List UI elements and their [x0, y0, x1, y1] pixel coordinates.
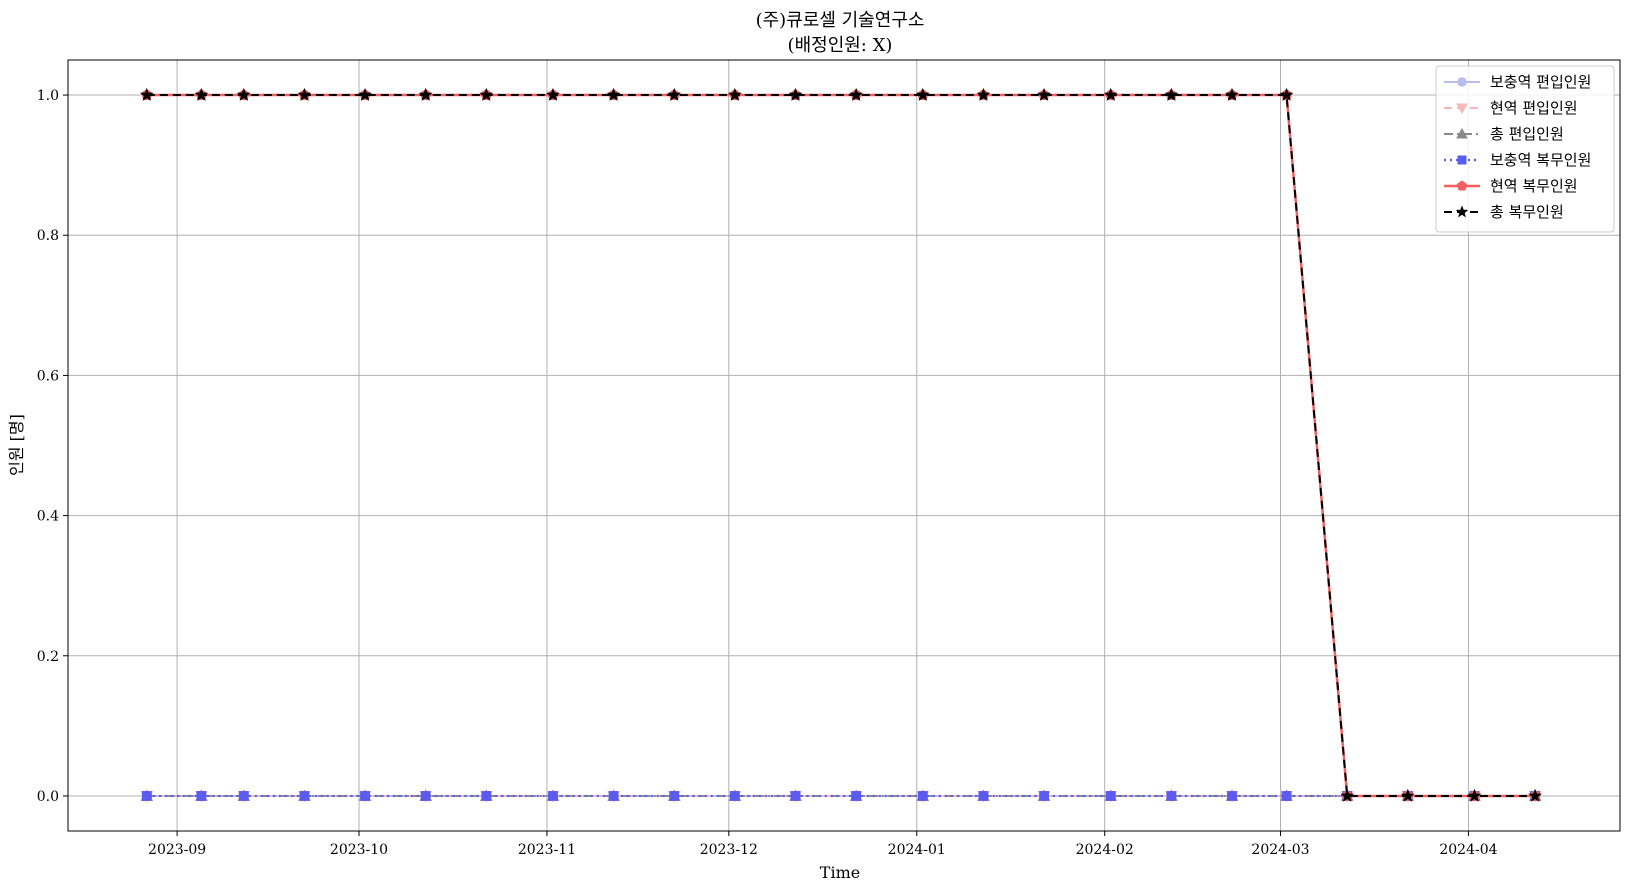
legend-label: 총 편입인원	[1490, 125, 1564, 143]
data-point	[297, 87, 312, 101]
data-point	[915, 87, 930, 101]
data-point	[1105, 791, 1116, 801]
data-point	[1400, 788, 1415, 802]
chart-subtitle: (배정인원: X)	[788, 35, 893, 56]
data-point	[548, 791, 558, 801]
legend-label: 현역 복무인원	[1490, 177, 1578, 195]
y-tick-label: 0.4	[37, 509, 59, 525]
x-axis-ticks: 2023-09 2023-10 2023-11 2023-12 2024-01 2024-…	[148, 831, 1498, 858]
chart-title: (주)큐로셀 기술연구소	[756, 10, 925, 31]
data-point	[669, 791, 680, 801]
data-point	[788, 87, 803, 101]
series-5	[140, 88, 1541, 801]
legend-marker	[1457, 155, 1467, 165]
data-point	[667, 87, 682, 101]
y-tick-label: 0.6	[37, 368, 59, 384]
data-point	[1467, 788, 1482, 802]
data-point	[1279, 87, 1294, 101]
legend-box	[1435, 65, 1615, 233]
y-tick-label: 0.8	[37, 228, 59, 244]
data-point	[1227, 791, 1237, 801]
data-point	[238, 791, 249, 801]
y-tick-label: 0.0	[37, 789, 59, 805]
legend-label: 보충역 편입인원	[1490, 73, 1591, 91]
y-axis-ticks: 0.0 0.2 0.4 0.6 0.8 1.0	[37, 88, 68, 805]
data-point	[358, 87, 372, 101]
legend-item: 총 복무인원	[1444, 203, 1564, 221]
x-tick-label: 2023-09	[148, 842, 206, 858]
legend-item: 현역 편입인원	[1444, 99, 1578, 117]
legend-marker	[1456, 180, 1468, 191]
data-point	[790, 791, 801, 801]
legend-marker	[1456, 127, 1468, 139]
series-6	[139, 87, 1542, 802]
data-point	[481, 791, 492, 801]
series-layer	[139, 87, 1542, 803]
data-point	[479, 87, 494, 101]
data-point	[917, 791, 928, 801]
data-point	[546, 87, 560, 101]
y-tick-label: 0.2	[37, 649, 59, 665]
data-point	[1281, 791, 1292, 801]
data-point	[1037, 87, 1051, 101]
data-point	[1528, 788, 1542, 802]
data-point	[1340, 788, 1355, 802]
data-point	[236, 87, 251, 101]
legend-label: 총 복무인원	[1490, 203, 1564, 221]
x-tick-label: 2024-03	[1251, 842, 1309, 858]
data-point	[849, 87, 863, 101]
data-point	[418, 87, 433, 101]
data-point	[729, 791, 740, 801]
data-point	[420, 791, 431, 801]
grid	[68, 60, 1620, 831]
data-point	[851, 791, 862, 801]
legend-item: 보충역 복무인원	[1444, 151, 1591, 169]
data-point	[1039, 791, 1049, 801]
data-point	[608, 791, 619, 801]
data-point	[728, 87, 742, 101]
data-point	[606, 87, 621, 101]
data-point	[139, 87, 154, 101]
data-point	[1225, 87, 1239, 101]
x-tick-label: 2023-12	[700, 842, 758, 858]
data-point	[299, 791, 310, 801]
y-tick-label: 1.0	[37, 88, 59, 104]
series-line	[146, 93, 1536, 798]
legend-item: 보충역 편입인원	[1444, 73, 1591, 91]
legend-marker	[1457, 77, 1467, 87]
legend-item: 총 편입인원	[1444, 125, 1564, 143]
data-point	[141, 791, 152, 801]
data-point	[196, 791, 207, 801]
data-point	[194, 87, 209, 101]
x-tick-label: 2024-02	[1076, 842, 1134, 858]
legend-label: 보충역 복무인원	[1490, 151, 1591, 169]
x-tick-label: 2024-04	[1439, 842, 1497, 858]
legend-item: 현역 복무인원	[1444, 177, 1578, 195]
plot-frame	[67, 59, 1621, 832]
legend-marker	[1456, 103, 1468, 115]
data-point	[978, 791, 989, 801]
legend-marker	[1455, 205, 1469, 218]
series-line	[146, 94, 1536, 797]
data-point	[1166, 791, 1177, 801]
legend-label: 현역 편입인원	[1490, 99, 1578, 117]
data-point	[360, 791, 370, 801]
x-tick-label: 2023-11	[518, 842, 576, 858]
x-axis-label: Time	[820, 863, 860, 882]
x-tick-label: 2023-10	[330, 842, 388, 858]
data-point	[1164, 87, 1179, 101]
data-point	[976, 87, 991, 101]
data-point	[1103, 87, 1118, 101]
x-tick-label: 2024-01	[888, 842, 946, 858]
y-axis-label: 인원 [명]	[7, 414, 26, 476]
